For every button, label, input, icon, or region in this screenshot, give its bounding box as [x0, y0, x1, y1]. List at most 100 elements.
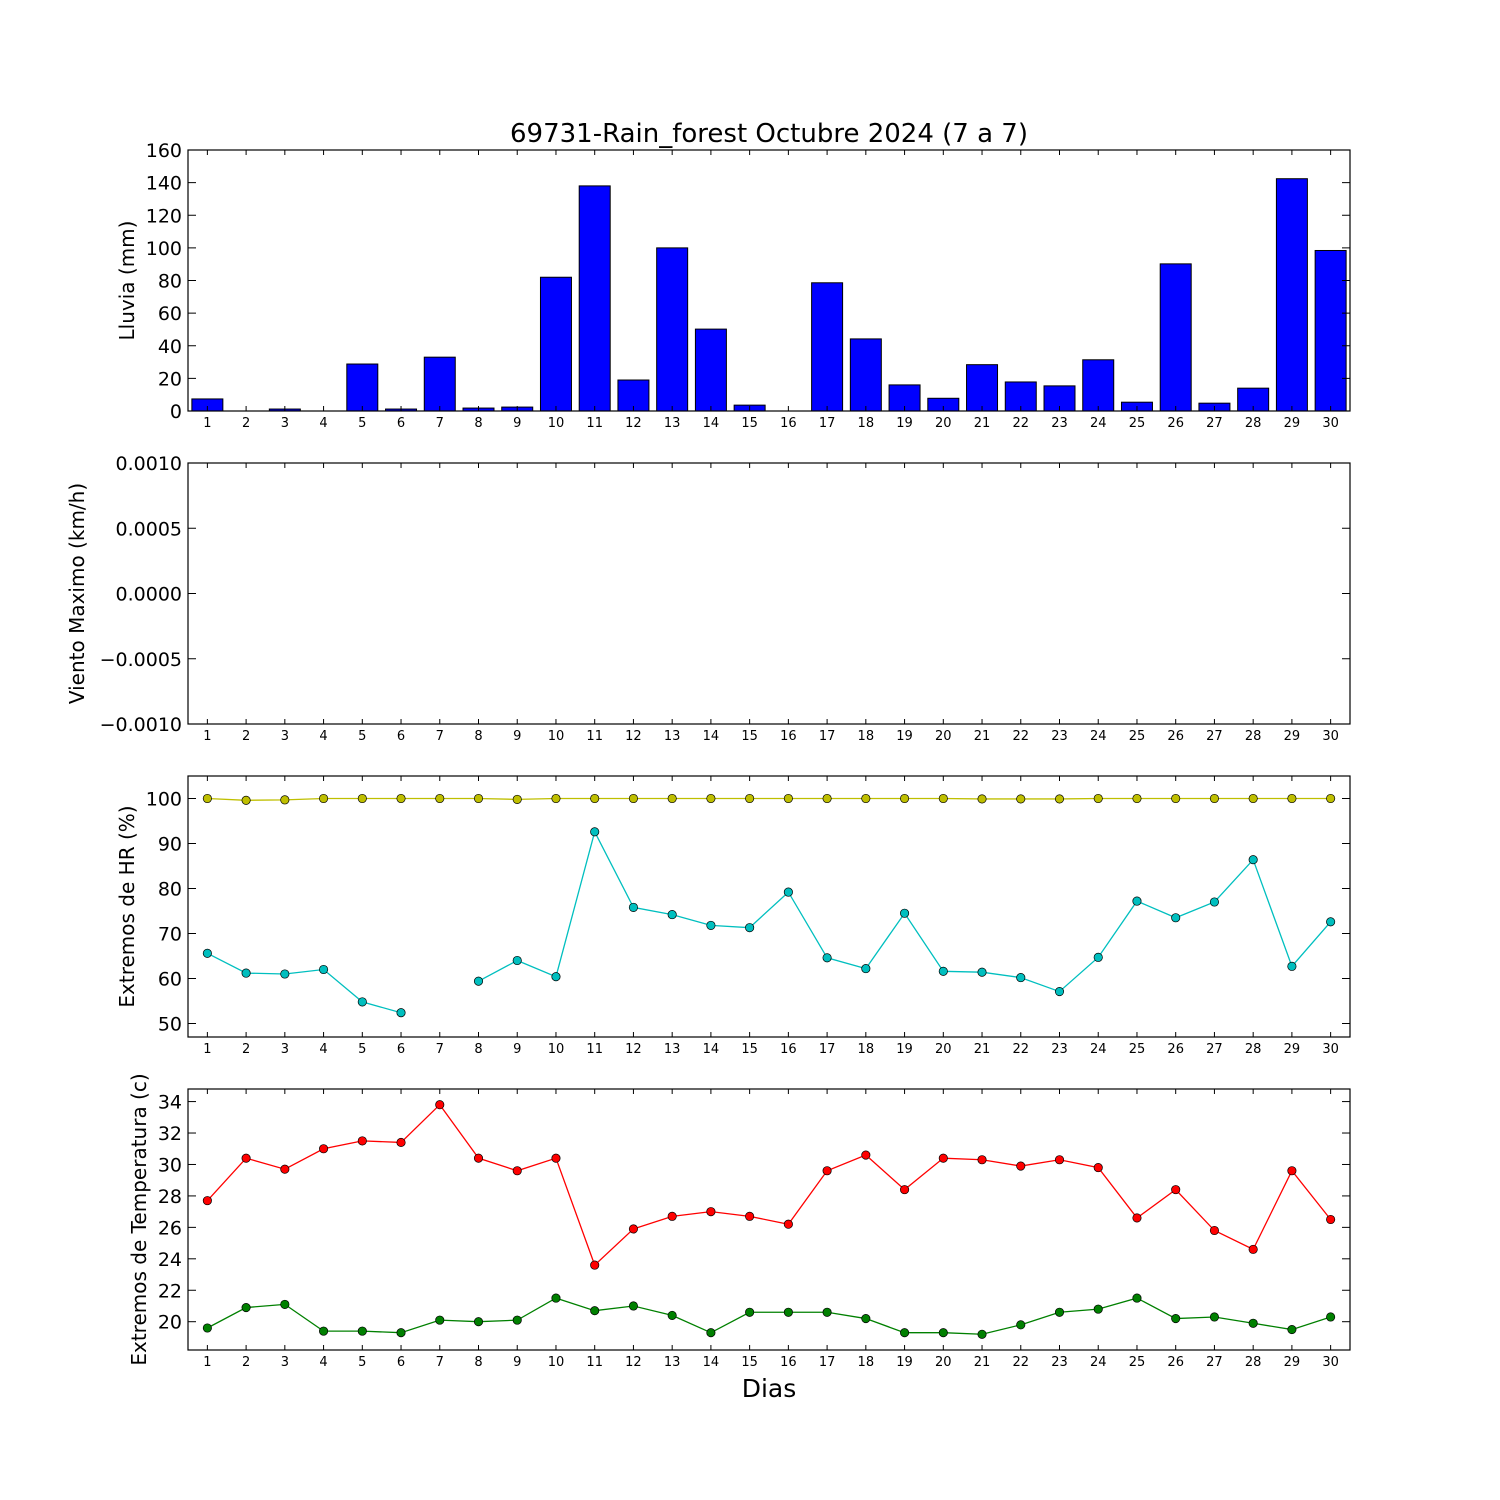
wind-xtick-label: 16 [780, 729, 797, 744]
wind-xtick-label: 4 [319, 729, 327, 744]
temp-series-2-point-26 [1171, 1314, 1181, 1324]
temp-series-2-point-27 [1209, 1312, 1219, 1322]
rain-xtick-label: 1 [203, 416, 211, 431]
hr-series-1-point-25 [1132, 793, 1142, 804]
bar-day-18 [849, 338, 882, 412]
temp-series-1-point-20 [938, 1153, 948, 1163]
hr-xtick-label: 13 [664, 1042, 681, 1057]
temp-series-1-point-10 [551, 1153, 561, 1163]
hr-series-2-point-19 [900, 908, 910, 918]
hr-series-1-point-7 [435, 793, 445, 804]
temp-xtick-label: 27 [1206, 1355, 1223, 1370]
hr-series-2-point-29 [1287, 961, 1297, 971]
hr-series-2-point-26 [1171, 913, 1181, 923]
panel-wind: 1 2 3 4 5 6 7 8 9 10 11 12 13 14 15 16 17 18 19 20 21 22 23 24 2… [65, 453, 1351, 744]
temp-series-1-point-29 [1287, 1166, 1297, 1176]
temp-series-1-point-9 [512, 1166, 522, 1176]
wind-xtick-label: 19 [896, 729, 913, 744]
temp-series-1-point-30 [1326, 1214, 1336, 1225]
hr-xtick-label: 9 [513, 1042, 521, 1057]
wind-xtick-label: 8 [474, 729, 482, 744]
hr-series-1-point-23 [1054, 794, 1065, 804]
temp-series-1-point-8 [473, 1153, 484, 1163]
rain-xtick-label: 21 [974, 416, 991, 431]
wind-xtick-label: 17 [819, 729, 836, 744]
wind-y-axis-label: Viento Maximo (km/h) [65, 483, 89, 704]
wind-xtick-label: 3 [281, 729, 289, 744]
hr-xtick-label: 12 [625, 1042, 642, 1057]
hr-series-1-point-13 [667, 793, 677, 804]
rain-xtick-label: 15 [741, 416, 758, 431]
hr-xtick-label: 28 [1245, 1042, 1262, 1057]
hr-series-1-point-17 [822, 793, 832, 804]
rain-xtick-label: 26 [1167, 416, 1184, 431]
temp-series-2-point-1 [202, 1323, 212, 1333]
temp-xtick-label: 8 [474, 1355, 482, 1370]
hr-series-1-point-6 [396, 793, 406, 804]
rain-ytick-label: 160 [146, 140, 182, 162]
bar-day-29 [1275, 178, 1308, 412]
wind-xtick-label: 2 [242, 729, 250, 744]
hr-series-1-point-15 [745, 793, 755, 804]
temp-xtick-label: 14 [703, 1355, 720, 1370]
hr-series-2-point-13 [667, 910, 677, 920]
hr-xtick-label: 17 [819, 1042, 836, 1057]
hr-series-1-point-4 [319, 793, 329, 804]
hr-series-1-point-11 [590, 793, 600, 804]
hr-ytick-label: 80 [158, 879, 182, 901]
rain-xtick-label: 24 [1090, 416, 1107, 431]
wind-ytick-label: 0.0000 [116, 584, 182, 606]
panel-hr: 1 2 3 4 5 6 7 8 9 10 11 12 13 14 15 16 17 18 19 20 21 22 23 24 2… [115, 775, 1351, 1057]
wind-xtick-label: 6 [397, 729, 405, 744]
temp-series-2-point-24 [1093, 1304, 1103, 1314]
wind-xtick-label: 22 [1012, 729, 1029, 744]
rain-xtick-label: 29 [1284, 416, 1301, 431]
temp-series-1-point-2 [241, 1153, 251, 1163]
chart-panels: 1 2 3 4 5 6 7 8 9 10 11 12 13 14 15 16 17 18 19 20 21 22 23 24 2… [65, 140, 1351, 1370]
bar-day-17 [811, 282, 844, 412]
temp-series-2-point-28 [1248, 1318, 1258, 1328]
rain-xtick-label: 2 [242, 416, 250, 431]
hr-ytick-label: 100 [146, 789, 182, 811]
temp-xtick-label: 1 [203, 1355, 211, 1370]
hr-series-1-point-9 [512, 794, 522, 804]
temp-xtick-label: 9 [513, 1355, 521, 1370]
hr-series-1-point-24 [1093, 793, 1103, 804]
wind-xtick-label: 7 [436, 729, 444, 744]
hr-xtick-label: 21 [974, 1042, 991, 1057]
rain-xtick-label: 8 [474, 416, 482, 431]
wind-xtick-label: 5 [358, 729, 366, 744]
rain-xtick-label: 19 [896, 416, 913, 431]
panel-temp: 1 2 3 4 5 6 7 8 9 10 11 12 13 14 15 16 17 18 19 20 21 22 23 24 2… [127, 1073, 1351, 1370]
hr-xtick-label: 27 [1206, 1042, 1223, 1057]
hr-series-1-point-30 [1326, 793, 1336, 804]
rain-xtick-label: 18 [858, 416, 875, 431]
temp-xtick-label: 30 [1322, 1355, 1339, 1370]
temp-ytick-label: 24 [158, 1249, 182, 1271]
temp-series-1-point-13 [667, 1211, 677, 1221]
temp-xtick-label: 22 [1012, 1355, 1029, 1370]
temp-series-1-point-22 [1016, 1161, 1026, 1171]
temp-xtick-label: 18 [858, 1355, 875, 1370]
temp-series-2-point-23 [1054, 1307, 1065, 1317]
temp-series-1-point-1 [202, 1196, 212, 1206]
temp-xtick-label: 17 [819, 1355, 836, 1370]
hr-xtick-label: 16 [780, 1042, 797, 1057]
temp-series-2-point-21 [977, 1329, 987, 1339]
rain-xtick-label: 9 [513, 416, 521, 431]
hr-series-2-point-21 [977, 967, 987, 977]
temp-series-1-point-18 [861, 1150, 871, 1160]
hr-series-2-point-17 [822, 953, 832, 963]
wind-xtick-label: 12 [625, 729, 642, 744]
temp-ytick-label: 30 [158, 1154, 182, 1176]
hr-series-1-point-14 [706, 793, 716, 804]
hr-xtick-label: 25 [1129, 1042, 1146, 1057]
wind-xtick-label: 27 [1206, 729, 1223, 744]
wind-xtick-label: 20 [935, 729, 952, 744]
rain-ytick-label: 0 [170, 401, 182, 423]
temp-series-1-point-7 [435, 1100, 445, 1110]
rain-xtick-label: 12 [625, 416, 642, 431]
hr-xtick-label: 1 [203, 1042, 211, 1057]
hr-xtick-label: 19 [896, 1042, 913, 1057]
wind-xtick-label: 25 [1129, 729, 1146, 744]
